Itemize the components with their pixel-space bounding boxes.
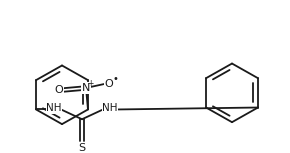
Text: NH: NH [102, 103, 118, 114]
Text: O: O [55, 85, 63, 95]
Text: N: N [82, 83, 90, 93]
Text: +: + [87, 79, 93, 88]
Text: •: • [112, 74, 118, 84]
Text: NH: NH [46, 103, 62, 114]
Text: O: O [105, 79, 113, 89]
Text: S: S [79, 143, 86, 153]
